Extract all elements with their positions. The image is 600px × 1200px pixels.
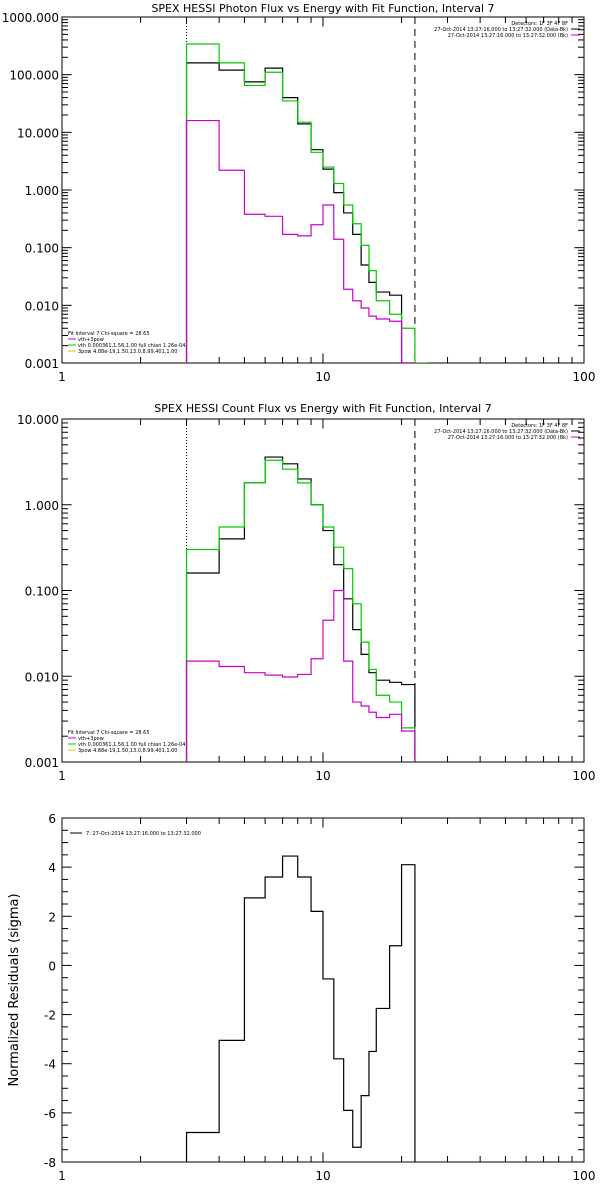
- info-line: Detectors: 1F 3F 4F 8F: [511, 423, 568, 429]
- fit-legend-line: 3pow 4.88e-19,1.50,13.0,8.99,401,1.00: [78, 748, 178, 754]
- x-tick-label: 1: [58, 370, 66, 384]
- info-line: 27-Oct-2014 13:27:16.000 to 13:27:32.000…: [434, 429, 568, 435]
- y-tick-label: -8: [44, 1156, 56, 1170]
- x-tick-label: 10: [315, 370, 330, 384]
- y-tick-label: 0.100: [25, 242, 59, 256]
- series-2-step-line: [185, 43, 427, 363]
- y-tick-label: -6: [44, 1107, 56, 1121]
- fit-legend-line: Fit Interval 7 Chi-square = 28.65: [68, 331, 150, 337]
- plot-frame: [61, 16, 585, 364]
- y-tick-label: 0.100: [25, 585, 59, 599]
- series-1-step-line: [185, 855, 416, 1162]
- fit-legend-line: vth 0.000361,1.56,1.00 full chian 1.26e-…: [78, 343, 185, 349]
- y-tick-label: 0: [48, 959, 56, 973]
- x-tick-label: 10: [315, 1169, 330, 1183]
- fit-legend-line: vth 0.000361,1.56,1.00 full chian 1.26e-…: [78, 742, 185, 748]
- y-tick-label: 100.000: [9, 69, 59, 83]
- fit-legend-line: vth+3pow: [78, 337, 104, 343]
- y-tick-label: 10.000: [17, 413, 59, 427]
- chart-title: SPEX HESSI Count Flux vs Energy with Fit…: [154, 402, 491, 415]
- y-tick-label: 0.010: [25, 670, 59, 684]
- fit-legend-line: vth+3pow: [78, 736, 104, 742]
- chart-3: 1 10 100 -8 -6 -4 -2 0 2 4 6 Normalized Residuals (…: [7, 812, 595, 1183]
- x-tick-label: 100: [573, 1169, 596, 1183]
- y-tick-label: 2: [48, 910, 56, 924]
- y-tick-label: 1000.000: [2, 11, 59, 25]
- y-tick-label: 10.000: [17, 126, 59, 140]
- x-tick-label: 100: [573, 370, 596, 384]
- info-line: 27-Oct-2014 13:27:16.000 to 13:27:32.000…: [448, 435, 568, 441]
- chart-2: SPEX HESSI Count Flux vs Energy with Fit…: [17, 402, 595, 783]
- y-tick-label: 4: [48, 861, 56, 875]
- series-1-step-line: [185, 456, 416, 762]
- info-line: 27-Oct-2014 13:27:16.000 to 13:27:32.000…: [434, 27, 568, 33]
- series-2-step-line: [185, 459, 416, 762]
- info-line: 27-Oct-2014 13:27:16.000 to 13:27:32.000…: [448, 33, 568, 39]
- y-axis-label: Normalized Residuals (sigma): [7, 893, 22, 1086]
- series-3-step-line: [185, 119, 415, 363]
- y-tick-label: -2: [44, 1009, 56, 1023]
- series-1-step-line: [185, 62, 415, 363]
- plot-frame: [61, 418, 585, 763]
- y-tick-label: -4: [44, 1058, 56, 1072]
- y-tick-label: 6: [48, 812, 56, 826]
- series-3-step-line: [185, 589, 416, 762]
- fit-legend-line: Fit Interval 7 Chi-square = 28.65: [68, 730, 150, 736]
- legend-label: 7: 27-Oct-2014 13:27:16.000 to 13:27:32.…: [86, 831, 201, 837]
- x-tick-label: 1: [58, 1169, 66, 1183]
- info-line: Detectors: 1F 3F 4F 8F: [511, 21, 568, 27]
- y-tick-label: 0.010: [25, 299, 59, 313]
- x-tick-label: 100: [573, 769, 596, 783]
- y-tick-label: 0.001: [25, 756, 59, 770]
- x-tick-label: 1: [58, 769, 66, 783]
- y-tick-label: 1.000: [25, 184, 59, 198]
- x-tick-label: 10: [315, 769, 330, 783]
- fit-legend-line: 3pow 4.88e-19,1.50,13.0,8.99,401,1.00: [78, 349, 178, 355]
- plot-frame: [61, 817, 585, 1163]
- y-tick-label: 1.000: [25, 499, 59, 513]
- chart-1: SPEX HESSI Photon Flux vs Energy with Fi…: [2, 2, 596, 384]
- chart-title: SPEX HESSI Photon Flux vs Energy with Fi…: [151, 2, 494, 15]
- y-tick-label: 0.001: [25, 357, 59, 371]
